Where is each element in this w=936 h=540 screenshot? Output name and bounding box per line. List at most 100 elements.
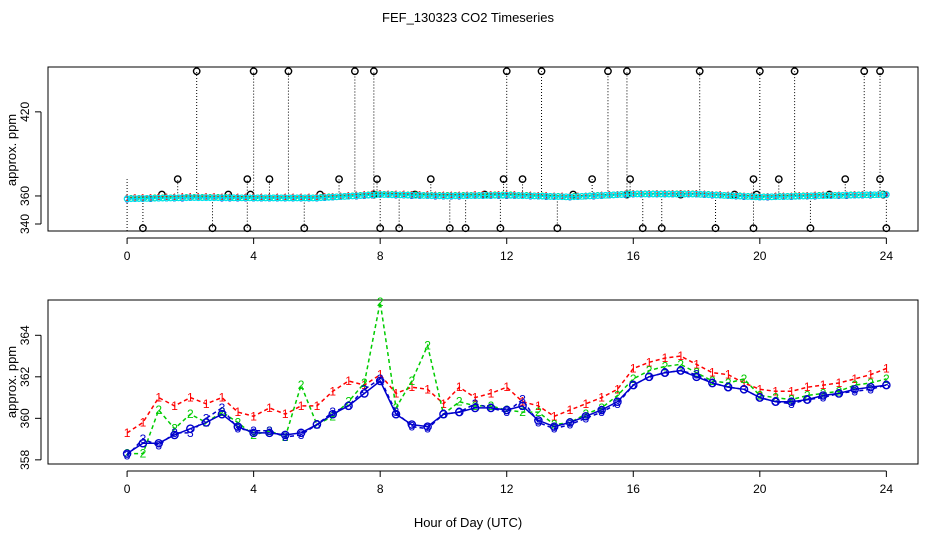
outlier-point <box>499 175 508 184</box>
top-series-marker <box>519 192 526 200</box>
top-series-marker: 3 <box>773 192 778 202</box>
outlier-point <box>518 175 527 184</box>
bottom-series-marker <box>597 405 606 415</box>
top-series-marker <box>823 192 831 200</box>
bottom-x-tick-label: 4 <box>250 482 257 496</box>
outlier-point <box>426 175 435 184</box>
top-series-marker <box>554 193 562 201</box>
bottom-series-marker <box>486 403 496 413</box>
top-series-marker <box>752 193 760 201</box>
top-series-marker: 3 <box>560 192 565 202</box>
top-series-marker <box>859 191 867 199</box>
top-series-marker: 3 <box>425 191 430 201</box>
bottom-series-marker: 3 <box>503 405 510 419</box>
top-series-marker <box>602 191 609 199</box>
top-series-marker: 1 <box>188 191 193 201</box>
bottom-series-marker <box>201 418 211 427</box>
top-series-marker <box>246 194 254 202</box>
bottom-series-marker <box>660 368 670 377</box>
bottom-series-marker: 3 <box>820 391 827 405</box>
top-series-marker: 3 <box>386 190 391 200</box>
top-series-marker <box>815 192 823 200</box>
bottom-x-tick-label: 20 <box>753 482 767 496</box>
top-series-marker <box>720 192 728 199</box>
top-series-marker: 3 <box>805 192 810 202</box>
bottom-series-marker <box>850 384 860 394</box>
top-series-marker <box>368 191 376 199</box>
bottom-series-marker: 1 <box>741 376 748 390</box>
bottom-series-line <box>126 369 887 455</box>
top-series-marker <box>281 194 289 202</box>
bottom-series-marker <box>138 438 148 448</box>
top-series-marker <box>598 192 606 199</box>
bottom-panel-frame <box>47 299 919 465</box>
outlier-point <box>265 175 274 184</box>
outlier-point <box>841 175 850 184</box>
top-series-marker: 3 <box>354 191 359 201</box>
bottom-series-marker: 3 <box>282 430 289 444</box>
outlier-point <box>623 67 631 76</box>
bottom-series-marker: 1 <box>393 386 400 400</box>
top-series-marker <box>463 192 471 200</box>
bottom-series-marker: 3 <box>234 422 241 436</box>
bottom-series-marker: 3 <box>393 405 400 419</box>
top-series-marker <box>353 192 360 200</box>
top-x-tick-label: 4 <box>250 249 257 263</box>
bottom-series-marker: 2 <box>519 405 526 419</box>
top-series-marker <box>364 191 372 199</box>
top-series-marker <box>297 194 305 202</box>
bottom-series-marker: 3 <box>614 397 621 411</box>
top-series-marker <box>827 192 835 199</box>
top-series-marker <box>337 193 345 201</box>
top-series-marker <box>590 192 598 200</box>
bottom-series-marker: 1 <box>266 401 273 415</box>
top-series-marker: 3 <box>615 190 620 200</box>
bottom-series-marker: 2 <box>393 401 400 415</box>
bottom-y-tick-label: 362 <box>18 366 32 386</box>
bottom-series-marker <box>787 397 796 407</box>
top-series-marker <box>254 194 261 202</box>
bottom-x-tick-label: 16 <box>627 482 641 496</box>
top-series-marker <box>633 190 641 198</box>
top-series-marker: 3 <box>314 193 319 203</box>
bottom-series-marker: 2 <box>788 393 795 407</box>
outlier-point <box>139 224 147 233</box>
bottom-series-marker <box>549 422 559 431</box>
top-series-marker <box>491 191 499 199</box>
top-series-marker <box>277 194 285 202</box>
bottom-series-marker: 1 <box>677 349 684 363</box>
outlier-point <box>588 175 597 184</box>
top-series-marker <box>179 194 186 202</box>
top-series-marker <box>372 191 380 199</box>
bottom-series-marker <box>280 430 290 440</box>
bottom-series-marker: 1 <box>314 399 321 413</box>
bottom-series-marker <box>628 380 638 390</box>
top-series-marker: 3 <box>291 193 296 203</box>
bottom-series-marker: 1 <box>377 368 384 382</box>
top-series-marker <box>376 191 384 198</box>
top-series-marker <box>851 191 859 199</box>
bottom-series-marker <box>233 422 243 431</box>
top-series-marker <box>357 192 364 200</box>
outlier-point <box>553 224 562 233</box>
top-series-marker <box>531 192 538 200</box>
top-series-marker: 3 <box>567 192 572 202</box>
bottom-series-marker: 2 <box>535 405 542 419</box>
top-series-marker <box>653 190 661 198</box>
top-series-marker: 3 <box>251 193 256 203</box>
bottom-series-marker: 2 <box>630 372 637 386</box>
top-series-marker <box>404 191 412 199</box>
top-series-marker <box>542 192 550 200</box>
top-series-marker <box>677 190 685 198</box>
bottom-series-marker <box>454 407 464 417</box>
top-series-marker <box>234 194 242 202</box>
top-series-marker: 3 <box>125 194 130 204</box>
top-series-marker <box>325 193 333 201</box>
top-series-marker <box>305 194 313 202</box>
bottom-series-marker <box>407 420 417 429</box>
bottom-series-marker: 1 <box>756 382 763 396</box>
top-series-marker <box>807 192 815 200</box>
top-series-marker <box>558 193 566 201</box>
bottom-series-marker: 1 <box>693 357 700 371</box>
